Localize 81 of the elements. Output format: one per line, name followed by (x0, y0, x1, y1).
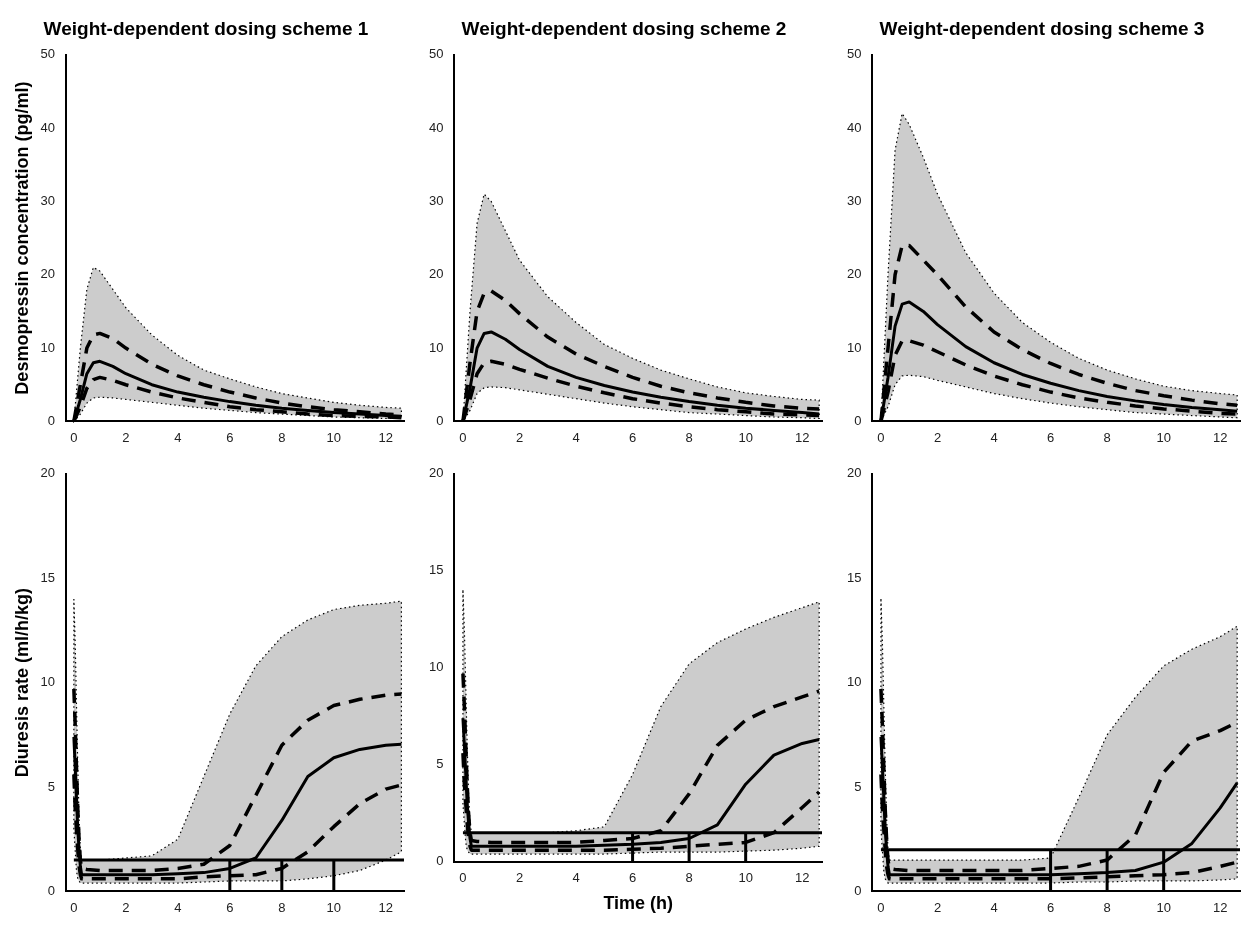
y-tick-label: 10 (40, 674, 56, 690)
x-tick-label: 8 (685, 870, 693, 886)
x-tick-label: 8 (278, 899, 286, 915)
y-tick-label: 5 (436, 756, 444, 772)
y-tick-label: 20 (846, 266, 862, 282)
x-tick-label: 2 (122, 899, 130, 915)
y-tick-label: 20 (846, 465, 862, 481)
y-tick-label: 20 (40, 465, 56, 481)
x-tick-label: 4 (990, 899, 998, 915)
y-tick-label: 10 (40, 339, 56, 355)
y-tick-label: 0 (47, 412, 56, 428)
y-tick-label: 40 (428, 119, 444, 135)
x-tick-label: 8 (1103, 899, 1111, 915)
y-tick-label: 0 (47, 882, 56, 898)
x-tick-label: 2 (933, 429, 942, 445)
x-tick-label: 12 (794, 870, 810, 886)
y-tick-label: 40 (40, 119, 56, 135)
x-tick-label: 4 (174, 429, 182, 445)
y-axis-title: Desmopressin concentration (pg/ml) (11, 81, 32, 395)
y-tick-label: 50 (40, 46, 56, 62)
y-tick-label: 10 (428, 659, 444, 675)
y-tick-label: 20 (428, 465, 444, 481)
x-tick-label: 4 (572, 429, 580, 445)
x-tick-label: 2 (122, 429, 130, 445)
y-tick-label: 20 (428, 266, 444, 282)
x-tick-label: 10 (738, 429, 753, 445)
y-tick-label: 10 (846, 339, 862, 355)
x-tick-label: 6 (1046, 429, 1055, 445)
x-tick-label: 0 (70, 899, 78, 915)
x-tick-label: 2 (515, 870, 524, 886)
y-tick-label: 0 (854, 412, 862, 428)
y-axis-title: Diuresis rate (ml/h/kg) (11, 588, 32, 778)
x-tick-label: 4 (572, 870, 580, 886)
y-tick-label: 15 (40, 569, 56, 585)
x-tick-label: 2 (933, 899, 942, 915)
x-tick-label: 6 (1046, 899, 1055, 915)
x-tick-label: 12 (378, 429, 394, 445)
y-tick-label: 30 (846, 193, 862, 209)
y-tick-label: 10 (846, 674, 862, 690)
x-tick-label: 12 (378, 899, 394, 915)
y-tick-label: 50 (846, 46, 862, 62)
chart-title: Weight-dependent dosing scheme 1 (43, 17, 369, 39)
x-tick-label: 6 (226, 429, 234, 445)
y-tick-label: 0 (436, 853, 444, 869)
x-tick-label: 0 (459, 870, 467, 886)
x-tick-label: 0 (70, 429, 78, 445)
x-tick-label: 0 (877, 899, 885, 915)
x-tick-label: 10 (1156, 429, 1171, 445)
x-tick-label: 10 (326, 899, 342, 915)
y-tick-label: 30 (428, 193, 444, 209)
y-tick-label: 5 (47, 778, 56, 794)
y-tick-label: 0 (436, 412, 444, 428)
x-axis-title: Time (h) (603, 893, 674, 914)
chart-title: Weight-dependent dosing scheme 3 (879, 17, 1205, 39)
x-tick-label: 6 (226, 899, 234, 915)
x-tick-label: 10 (738, 870, 753, 886)
y-tick-label: 15 (428, 562, 444, 578)
x-tick-label: 8 (685, 429, 693, 445)
x-tick-label: 8 (278, 429, 286, 445)
x-tick-label: 6 (628, 429, 637, 445)
y-tick-label: 0 (854, 882, 862, 898)
x-tick-label: 10 (326, 429, 342, 445)
y-tick-label: 50 (428, 46, 444, 62)
x-tick-label: 12 (794, 429, 810, 445)
x-tick-label: 12 (1212, 899, 1228, 915)
x-tick-label: 0 (459, 429, 467, 445)
x-tick-label: 4 (990, 429, 998, 445)
x-tick-label: 12 (1212, 429, 1228, 445)
x-tick-label: 10 (1156, 899, 1171, 915)
x-tick-label: 4 (174, 899, 182, 915)
y-tick-label: 20 (40, 266, 56, 282)
chart-title: Weight-dependent dosing scheme 2 (461, 17, 787, 39)
x-tick-label: 6 (628, 870, 637, 886)
x-tick-label: 0 (877, 429, 885, 445)
y-tick-label: 5 (854, 778, 862, 794)
y-tick-label: 15 (846, 569, 862, 585)
y-tick-label: 30 (40, 193, 56, 209)
y-tick-label: 40 (846, 119, 862, 135)
x-tick-label: 2 (515, 429, 524, 445)
x-tick-label: 8 (1103, 429, 1111, 445)
y-tick-label: 10 (428, 339, 444, 355)
